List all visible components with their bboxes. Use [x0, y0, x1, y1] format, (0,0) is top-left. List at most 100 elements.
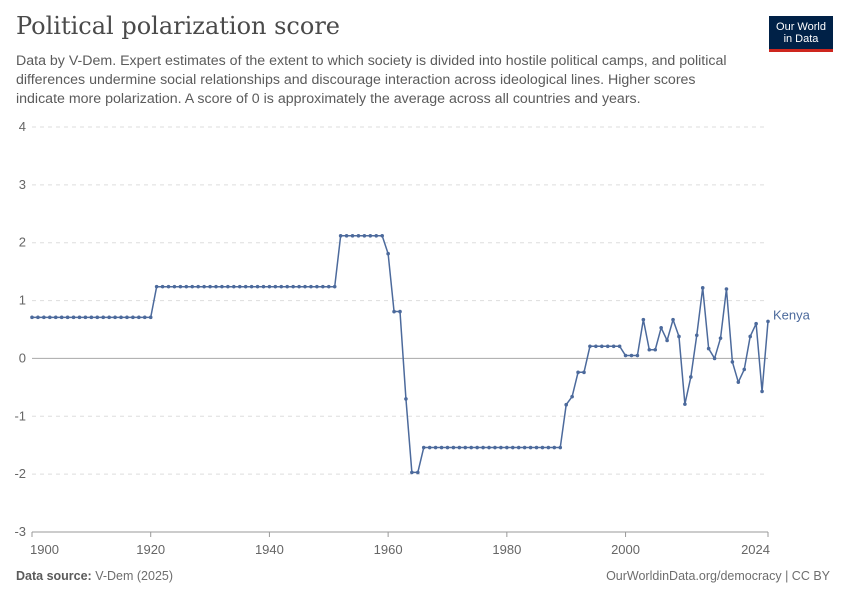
data-point[interactable] [119, 315, 123, 320]
data-point[interactable] [760, 389, 764, 394]
data-point[interactable] [528, 445, 533, 450]
data-point[interactable] [386, 251, 390, 256]
data-point[interactable] [766, 319, 770, 324]
data-point[interactable] [540, 445, 545, 450]
data-point[interactable] [220, 284, 224, 289]
data-point[interactable] [53, 315, 58, 320]
data-point[interactable] [433, 445, 438, 450]
data-point[interactable] [338, 233, 343, 238]
data-point[interactable] [125, 315, 129, 320]
data-point[interactable] [297, 284, 301, 289]
data-point[interactable] [481, 445, 485, 450]
data-point[interactable] [255, 284, 260, 289]
data-point[interactable] [611, 344, 616, 349]
data-point[interactable] [303, 284, 307, 289]
data-point[interactable] [65, 315, 70, 320]
data-point[interactable] [202, 284, 206, 289]
data-point[interactable] [362, 233, 367, 238]
data-point[interactable] [742, 367, 747, 372]
data-point[interactable] [190, 284, 195, 289]
data-point[interactable] [510, 445, 515, 450]
data-point[interactable] [445, 445, 450, 450]
data-point[interactable] [582, 370, 586, 375]
data-point[interactable] [416, 470, 420, 475]
owid-logo[interactable]: Our World in Data [769, 16, 833, 52]
data-point[interactable] [83, 315, 88, 320]
series-label[interactable]: Kenya [773, 307, 811, 322]
footer-link[interactable]: OurWorldinData.org/democracy | CC BY [606, 569, 830, 583]
data-point[interactable] [196, 284, 200, 289]
data-point[interactable] [113, 315, 117, 320]
data-point[interactable] [659, 325, 663, 330]
data-point[interactable] [724, 287, 729, 291]
data-point[interactable] [683, 402, 687, 406]
data-point[interactable] [332, 284, 337, 289]
data-point[interactable] [410, 470, 414, 475]
data-point[interactable] [694, 333, 699, 338]
data-point[interactable] [315, 284, 319, 289]
data-point[interactable] [558, 445, 563, 450]
data-point[interactable] [208, 284, 212, 289]
data-point[interactable] [226, 284, 230, 289]
data-point[interactable] [356, 233, 361, 238]
data-point[interactable] [42, 315, 46, 320]
data-point[interactable] [457, 445, 462, 450]
data-point[interactable] [350, 233, 355, 238]
data-point[interactable] [392, 309, 396, 314]
data-point[interactable] [101, 315, 106, 320]
series-line-kenya[interactable] [32, 235, 769, 474]
data-point[interactable] [178, 284, 183, 289]
data-point[interactable] [131, 315, 135, 320]
data-point[interactable] [321, 284, 325, 289]
data-point[interactable] [706, 346, 711, 351]
data-point[interactable] [754, 321, 758, 326]
data-point[interactable] [71, 315, 76, 320]
data-point[interactable] [398, 309, 402, 314]
data-point[interactable] [36, 315, 40, 320]
data-point[interactable] [59, 315, 64, 320]
data-point[interactable] [309, 284, 313, 289]
data-point[interactable] [107, 315, 111, 320]
data-point[interactable] [380, 233, 384, 238]
data-point[interactable] [421, 445, 426, 450]
data-point[interactable] [237, 284, 242, 289]
data-point[interactable] [154, 284, 159, 289]
data-point[interactable] [77, 315, 82, 320]
data-point[interactable] [439, 445, 444, 450]
data-point[interactable] [665, 338, 669, 343]
data-point[interactable] [249, 284, 254, 289]
data-point[interactable] [653, 347, 658, 352]
data-point[interactable] [570, 394, 574, 399]
data-point[interactable] [89, 315, 94, 320]
data-point[interactable] [214, 284, 218, 289]
data-point[interactable] [463, 445, 468, 450]
data-point[interactable] [142, 315, 147, 320]
data-point[interactable] [671, 317, 675, 322]
data-point[interactable] [48, 315, 52, 320]
data-point[interactable] [635, 353, 640, 358]
data-point[interactable] [546, 445, 551, 450]
data-point[interactable] [487, 445, 491, 450]
data-point[interactable] [564, 402, 568, 407]
data-point[interactable] [285, 284, 290, 289]
data-point[interactable] [677, 334, 681, 339]
data-point[interactable] [505, 445, 509, 450]
data-point[interactable] [623, 353, 628, 358]
data-point[interactable] [184, 284, 189, 289]
data-point[interactable] [261, 284, 266, 289]
data-point[interactable] [451, 445, 456, 450]
data-point[interactable] [469, 445, 474, 450]
data-point[interactable] [600, 344, 604, 349]
data-point[interactable] [647, 347, 652, 352]
data-point[interactable] [641, 317, 646, 322]
data-point[interactable] [718, 336, 723, 340]
data-point[interactable] [137, 315, 141, 320]
data-point[interactable] [576, 370, 580, 375]
data-point[interactable] [326, 284, 331, 289]
data-point[interactable] [499, 445, 503, 450]
data-point[interactable] [344, 233, 349, 238]
data-point[interactable] [291, 284, 295, 289]
data-point[interactable] [617, 344, 622, 349]
data-point[interactable] [712, 356, 717, 361]
data-point[interactable] [172, 284, 177, 289]
